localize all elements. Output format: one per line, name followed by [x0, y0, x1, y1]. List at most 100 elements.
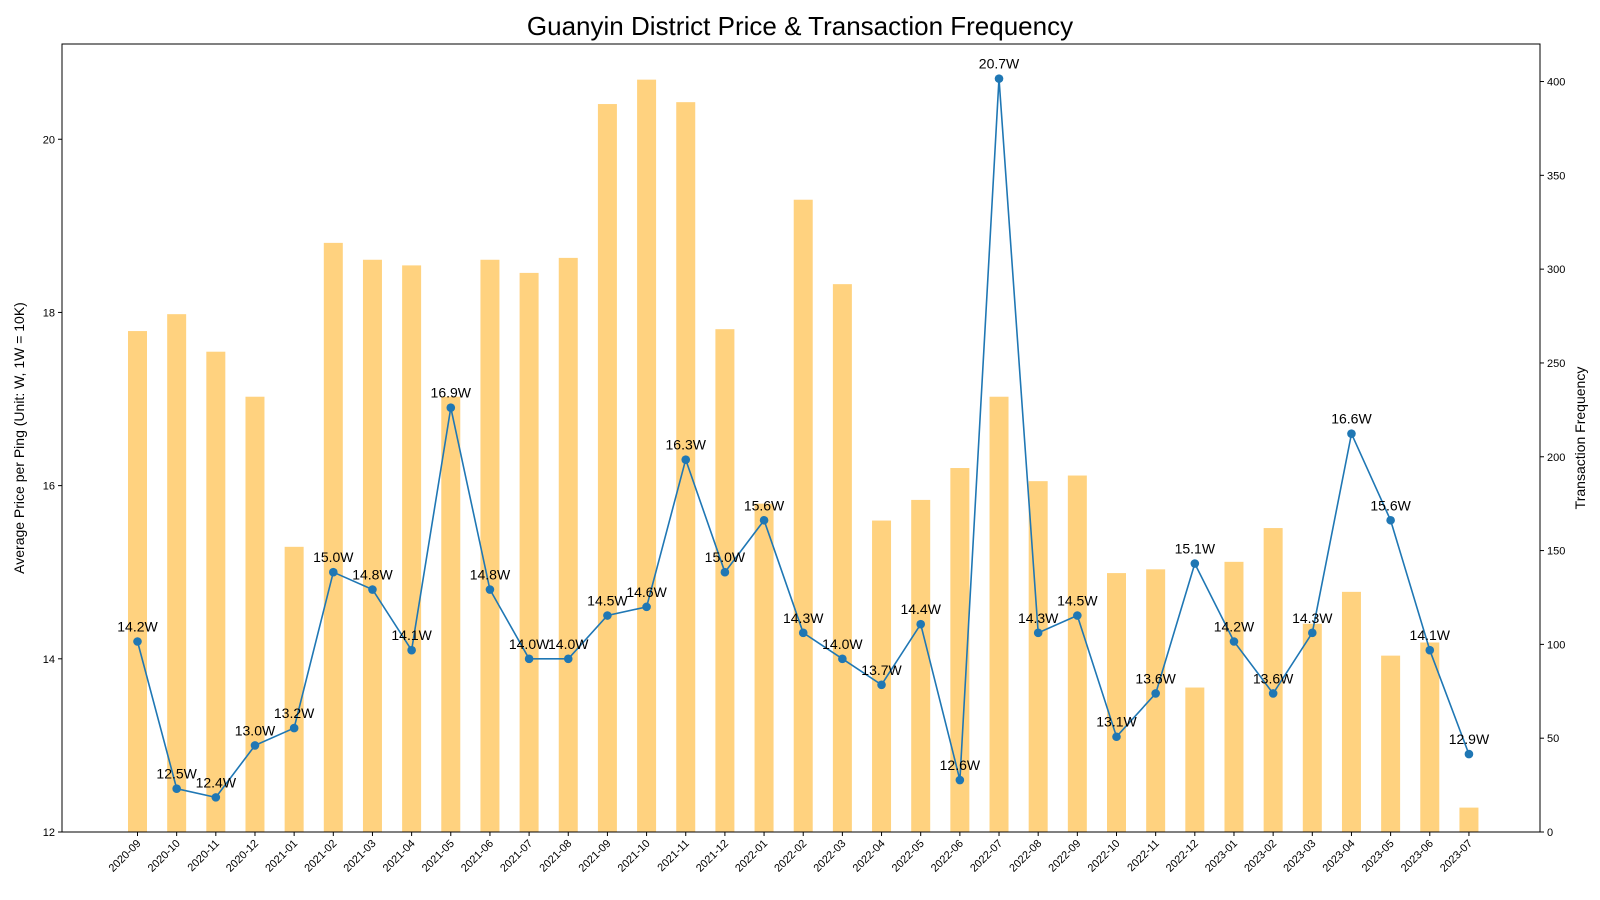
- price-data-label: 20.7W: [979, 56, 1020, 72]
- price-point: [1386, 515, 1395, 525]
- price-data-label: 16.3W: [666, 437, 707, 453]
- frequency-bar: [128, 331, 147, 832]
- y-left-tick-label: 12: [43, 827, 55, 839]
- price-data-label: 14.0W: [509, 636, 550, 652]
- price-data-label: 16.6W: [1331, 411, 1372, 427]
- price-data-label: 14.2W: [117, 618, 158, 634]
- x-tick-label: 2023-03: [1281, 838, 1318, 875]
- price-point: [1033, 628, 1043, 638]
- price-point: [407, 645, 416, 655]
- price-data-label: 14.0W: [822, 636, 863, 652]
- frequency-bar: [1459, 807, 1479, 832]
- y-left-tick-label: 14: [43, 654, 55, 666]
- frequency-bar: [1381, 655, 1401, 832]
- price-data-label: 14.3W: [783, 610, 824, 626]
- price-data-label: 14.5W: [1057, 593, 1098, 609]
- frequency-bar: [1107, 573, 1126, 832]
- x-tick-label: 2020-11: [185, 838, 221, 874]
- price-point: [955, 775, 965, 785]
- x-tick-label: 2022-12: [1164, 838, 1201, 875]
- price-data-label: 14.5W: [587, 593, 628, 609]
- x-axis: 2020-09 2020-10 2020-11 2020-12 2021-01 2021-…: [107, 832, 1475, 875]
- x-tick-label: 2022-02: [772, 838, 809, 875]
- x-tick-label: 2022-10: [1086, 838, 1123, 875]
- x-tick-label: 2022-01: [733, 838, 770, 875]
- x-tick-label: 2023-07: [1438, 838, 1475, 875]
- frequency-bar: [793, 199, 813, 832]
- price-data-label: 15.6W: [744, 497, 785, 513]
- frequency-bar: [950, 468, 970, 832]
- frequency-bar: [1263, 528, 1283, 832]
- frequency-bar: [1420, 642, 1440, 832]
- price-data-label: 12.5W: [156, 766, 197, 782]
- price-point: [368, 585, 377, 594]
- price-data-label: 15.0W: [705, 549, 746, 565]
- price-data-label: 15.0W: [313, 549, 354, 565]
- x-tick-label: 2021-06: [459, 838, 496, 875]
- frequency-bar: [284, 546, 304, 832]
- x-tick-label: 2023-05: [1360, 838, 1397, 875]
- frequency-bar: [558, 257, 578, 832]
- price-point: [133, 637, 142, 646]
- x-tick-label: 2021-01: [263, 838, 300, 875]
- frequency-bar: [1341, 591, 1361, 832]
- frequency-bar: [519, 272, 539, 832]
- price-point: [720, 567, 730, 577]
- plot-frame: [61, 43, 1541, 833]
- price-data-label: 14.8W: [470, 567, 511, 583]
- x-tick-label: 2022-03: [811, 838, 848, 875]
- price-data-label: 14.4W: [900, 601, 941, 617]
- x-tick-label: 2021-04: [381, 838, 418, 875]
- price-point: [250, 741, 260, 750]
- price-data-label: 12.9W: [1449, 731, 1490, 747]
- frequency-bar: [1224, 561, 1244, 832]
- frequency-bar: [676, 102, 696, 832]
- x-tick-label: 2023-04: [1321, 838, 1358, 875]
- frequency-bar: [911, 499, 931, 832]
- x-tick-label: 2022-07: [968, 838, 1005, 875]
- y-right-tick-label: 250: [1547, 358, 1565, 370]
- y-axis-left: 12 14 16 18 20: [43, 134, 62, 839]
- frequency-bar: [480, 259, 500, 832]
- x-tick-label: 2020-10: [146, 838, 183, 875]
- price-point: [446, 403, 456, 412]
- x-tick-label: 2021-10: [616, 838, 653, 875]
- x-tick-label: 2022-04: [851, 838, 888, 875]
- price-data-label: 12.4W: [196, 774, 237, 790]
- price-point: [916, 619, 925, 629]
- price-point: [838, 654, 847, 664]
- x-tick-label: 2023-01: [1203, 838, 1240, 875]
- frequency-bar: [1067, 475, 1087, 832]
- price-data-label: 15.1W: [1175, 541, 1216, 557]
- price-data-label: 14.2W: [1214, 618, 1255, 634]
- price-point: [329, 567, 338, 577]
- price-point: [798, 628, 808, 638]
- price-data-label: 14.6W: [626, 584, 667, 600]
- y-right-tick-label: 300: [1547, 264, 1565, 276]
- frequency-bar: [597, 104, 617, 833]
- x-tick-label: 2021-03: [342, 838, 379, 875]
- y-axis-left-label: Average Price per Ping (Unit: W, 1W = 10…: [11, 302, 27, 574]
- x-tick-label: 2023-02: [1242, 838, 1279, 875]
- price-point: [485, 585, 495, 594]
- x-tick-label: 2021-05: [420, 838, 457, 875]
- x-tick-label: 2020-09: [107, 838, 144, 875]
- x-tick-label: 2020-12: [224, 838, 261, 875]
- price-data-label: 13.7W: [861, 662, 902, 678]
- y-left-tick-label: 20: [43, 134, 55, 146]
- price-point: [1190, 559, 1200, 568]
- x-tick-label: 2021-11: [655, 838, 691, 874]
- frequency-bar: [1146, 569, 1166, 832]
- price-point: [1347, 429, 1356, 438]
- price-data-label: 13.0W: [235, 722, 276, 738]
- x-tick-label: 2021-12: [694, 838, 731, 875]
- price-point: [759, 515, 769, 525]
- x-tick-label: 2021-07: [498, 838, 535, 875]
- x-tick-label: 2021-08: [537, 838, 574, 875]
- price-point: [1268, 689, 1278, 698]
- price-data-label: 14.0W: [548, 636, 589, 652]
- x-tick-label: 2021-09: [577, 838, 614, 875]
- frequency-bar: [754, 503, 774, 832]
